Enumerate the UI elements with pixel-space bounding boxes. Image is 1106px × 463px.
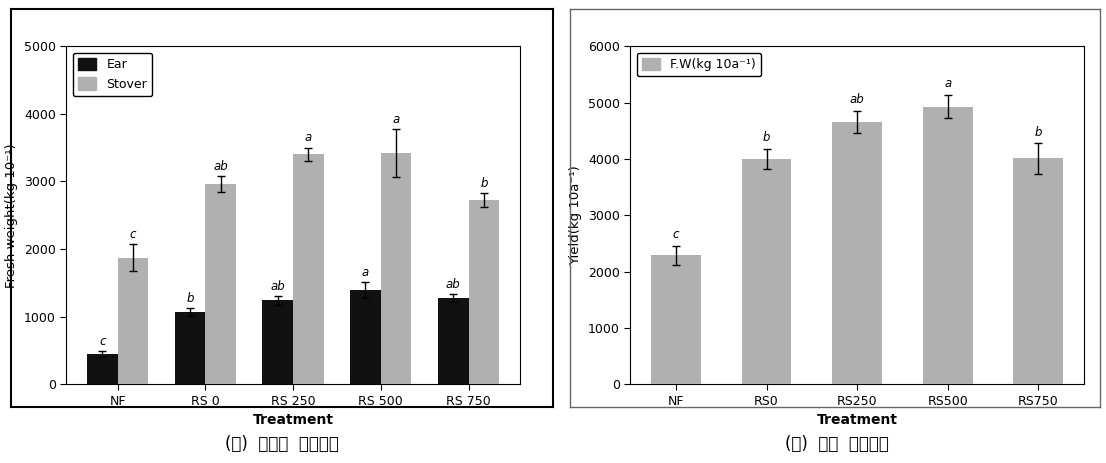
Bar: [351, 290, 380, 384]
Legend: F.W(kg 10a⁻¹): F.W(kg 10a⁻¹): [637, 52, 761, 76]
X-axis label: Treatment: Treatment: [816, 413, 898, 427]
Text: c: c: [672, 228, 679, 241]
Text: (가)  부위별  수량비교: (가) 부위별 수량비교: [226, 435, 338, 453]
Bar: [1013, 158, 1063, 384]
Bar: [206, 184, 236, 384]
Bar: [651, 255, 701, 384]
Y-axis label: Fresh weight(kg 10⁻¹): Fresh weight(kg 10⁻¹): [6, 143, 19, 288]
Bar: [832, 122, 883, 384]
X-axis label: Treatment: Treatment: [252, 413, 334, 427]
Bar: [742, 159, 792, 384]
Text: b: b: [1034, 125, 1042, 139]
Text: a: a: [362, 266, 369, 279]
Bar: [117, 258, 148, 384]
Text: ab: ab: [213, 160, 228, 173]
Bar: [87, 354, 117, 384]
Bar: [293, 155, 324, 384]
Y-axis label: Yield(kg 10a⁻¹): Yield(kg 10a⁻¹): [570, 165, 583, 265]
Bar: [438, 299, 469, 384]
Text: a: a: [305, 131, 312, 144]
Bar: [175, 312, 206, 384]
Legend: Ear, Stover: Ear, Stover: [73, 52, 153, 96]
Bar: [922, 106, 972, 384]
Text: ab: ab: [270, 280, 285, 293]
Text: b: b: [763, 131, 770, 144]
Text: ab: ab: [446, 278, 460, 291]
Text: (나)  전체  수량비교: (나) 전체 수량비교: [785, 435, 889, 453]
Text: a: a: [393, 113, 399, 126]
Text: b: b: [480, 176, 488, 190]
Bar: [469, 200, 499, 384]
Text: c: c: [100, 335, 105, 348]
Bar: [380, 153, 411, 384]
Text: b: b: [186, 292, 194, 305]
Text: c: c: [129, 228, 136, 241]
Text: a: a: [945, 77, 951, 90]
Bar: [262, 300, 293, 384]
Text: ab: ab: [849, 93, 865, 106]
